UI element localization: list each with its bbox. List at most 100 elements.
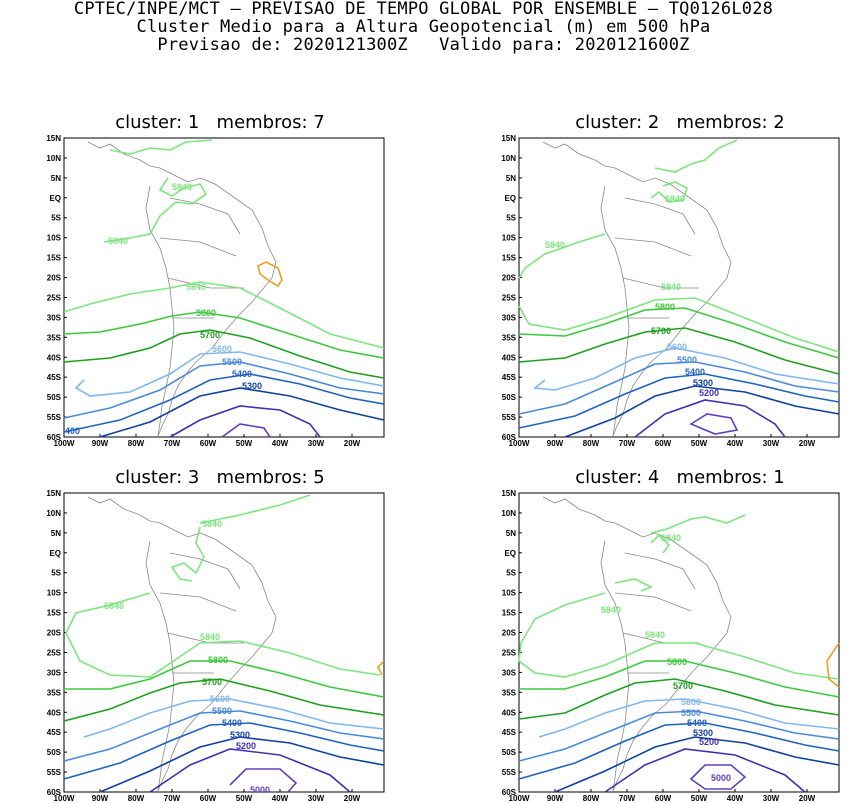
lat-axis: 15N 10N 5N EQ 5S 10S 15S 20S 25S 30S 35S 40S 45S 50S 5…	[501, 489, 522, 797]
label-g: 5500	[677, 355, 697, 365]
label-h: 5400	[685, 367, 705, 377]
contour-5200	[169, 405, 321, 438]
label-g: 5500	[222, 357, 242, 367]
lon-tick-label: 100W	[54, 794, 75, 803]
label-d: 5800	[196, 308, 216, 318]
lon-tick-label: 40W	[727, 794, 744, 803]
label-a: 5840	[665, 194, 685, 204]
lon-axis: 100W 90W 80W 70W 60W 50W 40W 30W 20W	[509, 789, 816, 803]
warm-high	[826, 642, 840, 688]
lat-tick-label: 35S	[47, 333, 62, 342]
lat-tick-label: 35S	[502, 333, 517, 342]
lat-tick-label: 15S	[502, 254, 517, 263]
lat-tick-label: 40S	[502, 353, 517, 362]
lat-tick-label: 50S	[47, 393, 62, 402]
lat-tick-label: EQ	[49, 194, 61, 203]
lon-axis: 100W 90W 80W 70W 60W 50W 40W 30W 20W	[54, 434, 361, 448]
lat-tick-label: 10N	[46, 509, 61, 518]
lat-tick-label: 40S	[502, 708, 517, 717]
contour-5100	[689, 413, 739, 435]
lon-tick-label: 100W	[509, 439, 530, 448]
contour-5600	[532, 347, 840, 391]
lon-tick-label: 80W	[583, 439, 600, 448]
label-c: 5840	[200, 632, 220, 642]
panel-4-title: cluster: 4 membros: 1	[575, 467, 785, 488]
header-line-3: Previsao de: 2020121300Z Valido para: 20…	[157, 35, 690, 55]
lat-tick-label: 5S	[51, 214, 61, 223]
lon-tick-label: 90W	[92, 439, 109, 448]
contour-5800	[519, 660, 840, 698]
lon-tick-label: 50W	[236, 439, 253, 448]
coastline	[542, 141, 732, 437]
lat-tick-label: 50S	[502, 393, 517, 402]
contour-5500	[63, 710, 385, 762]
label-e: 5700	[202, 677, 222, 687]
coastline	[542, 496, 732, 792]
contour-5840-north	[109, 139, 213, 155]
lat-tick-label: 15N	[501, 489, 516, 498]
lat-tick-label: 25S	[502, 293, 517, 302]
lat-tick-label: 40S	[47, 708, 62, 717]
contour-5000	[689, 764, 747, 790]
lat-tick-label: 60S	[502, 788, 517, 797]
label-a: 5840	[172, 182, 192, 192]
label-b: 5840	[545, 240, 565, 250]
lon-tick-label: 50W	[236, 794, 253, 803]
contour-5600	[74, 351, 385, 397]
contour-5500	[518, 710, 840, 762]
lat-tick-label: 30S	[502, 668, 517, 677]
label-k: 5000	[250, 785, 270, 795]
lon-tick-label: 70W	[619, 439, 636, 448]
label-i: 5300	[242, 381, 262, 391]
contour-5800	[518, 307, 840, 359]
contour-5400	[63, 373, 385, 433]
contour-5840-north	[654, 139, 738, 173]
lat-tick-label: 35S	[502, 688, 517, 697]
label-e: 5700	[200, 330, 220, 340]
lon-tick-label: 60W	[200, 794, 217, 803]
lat-tick-label: 10S	[502, 589, 517, 598]
label-e: 5700	[651, 326, 671, 336]
contour-5840-loop	[65, 526, 381, 678]
lon-tick-label: 20W	[799, 794, 816, 803]
lat-tick-label: 15S	[47, 609, 62, 618]
panel-3-map: 15N 10N 5N EQ 5S 10S 15S 20S 25S 30S 35S 40S 45S 50S 5…	[46, 489, 385, 803]
lon-axis: 100W 90W 80W 70W 60W 50W 40W 30W 20W	[54, 789, 361, 803]
lat-tick-label: 15S	[502, 609, 517, 618]
panel-2-title: cluster: 2 membros: 2	[575, 112, 785, 133]
label-i: 5300	[693, 728, 713, 738]
label-d: 5800	[655, 302, 675, 312]
contour-5200	[149, 748, 351, 793]
lon-tick-label: 40W	[727, 439, 744, 448]
lon-tick-label: 40W	[272, 794, 289, 803]
lat-tick-label: 5N	[51, 529, 61, 538]
label-b: 5840	[601, 605, 621, 615]
label-h: 5400	[687, 718, 707, 728]
lon-tick-label: 60W	[200, 439, 217, 448]
lat-tick-label: 35S	[47, 688, 62, 697]
lon-tick-label: 20W	[344, 794, 361, 803]
lat-tick-label: 55S	[502, 768, 517, 777]
lat-tick-label: 5N	[506, 174, 516, 183]
label-a: 5840	[661, 533, 681, 543]
lat-tick-label: 10S	[47, 234, 62, 243]
contour-5600	[538, 698, 840, 738]
label-h: 5400	[232, 369, 252, 379]
lon-tick-label: 100W	[54, 439, 75, 448]
label-j: 5200	[699, 388, 719, 398]
lat-tick-label: 45S	[47, 373, 62, 382]
label-g: 5500	[212, 706, 232, 716]
label-b: 5840	[104, 601, 124, 611]
contour-5840-main	[63, 281, 385, 349]
lat-tick-label: 10S	[502, 234, 517, 243]
contour-5700	[63, 678, 385, 722]
lat-tick-label: 50S	[502, 748, 517, 757]
lat-tick-label: 10S	[47, 589, 62, 598]
lat-tick-label: 30S	[47, 668, 62, 677]
panel-4-map: 15N 10N 5N EQ 5S 10S 15S 20S 25S 30S 35S 40S 45S 50S 5…	[501, 489, 840, 803]
lon-tick-label: 70W	[164, 794, 181, 803]
contour-5800	[63, 311, 385, 359]
lon-tick-label: 80W	[128, 439, 145, 448]
lat-tick-label: 60S	[47, 433, 62, 442]
lat-tick-label: 30S	[502, 313, 517, 322]
